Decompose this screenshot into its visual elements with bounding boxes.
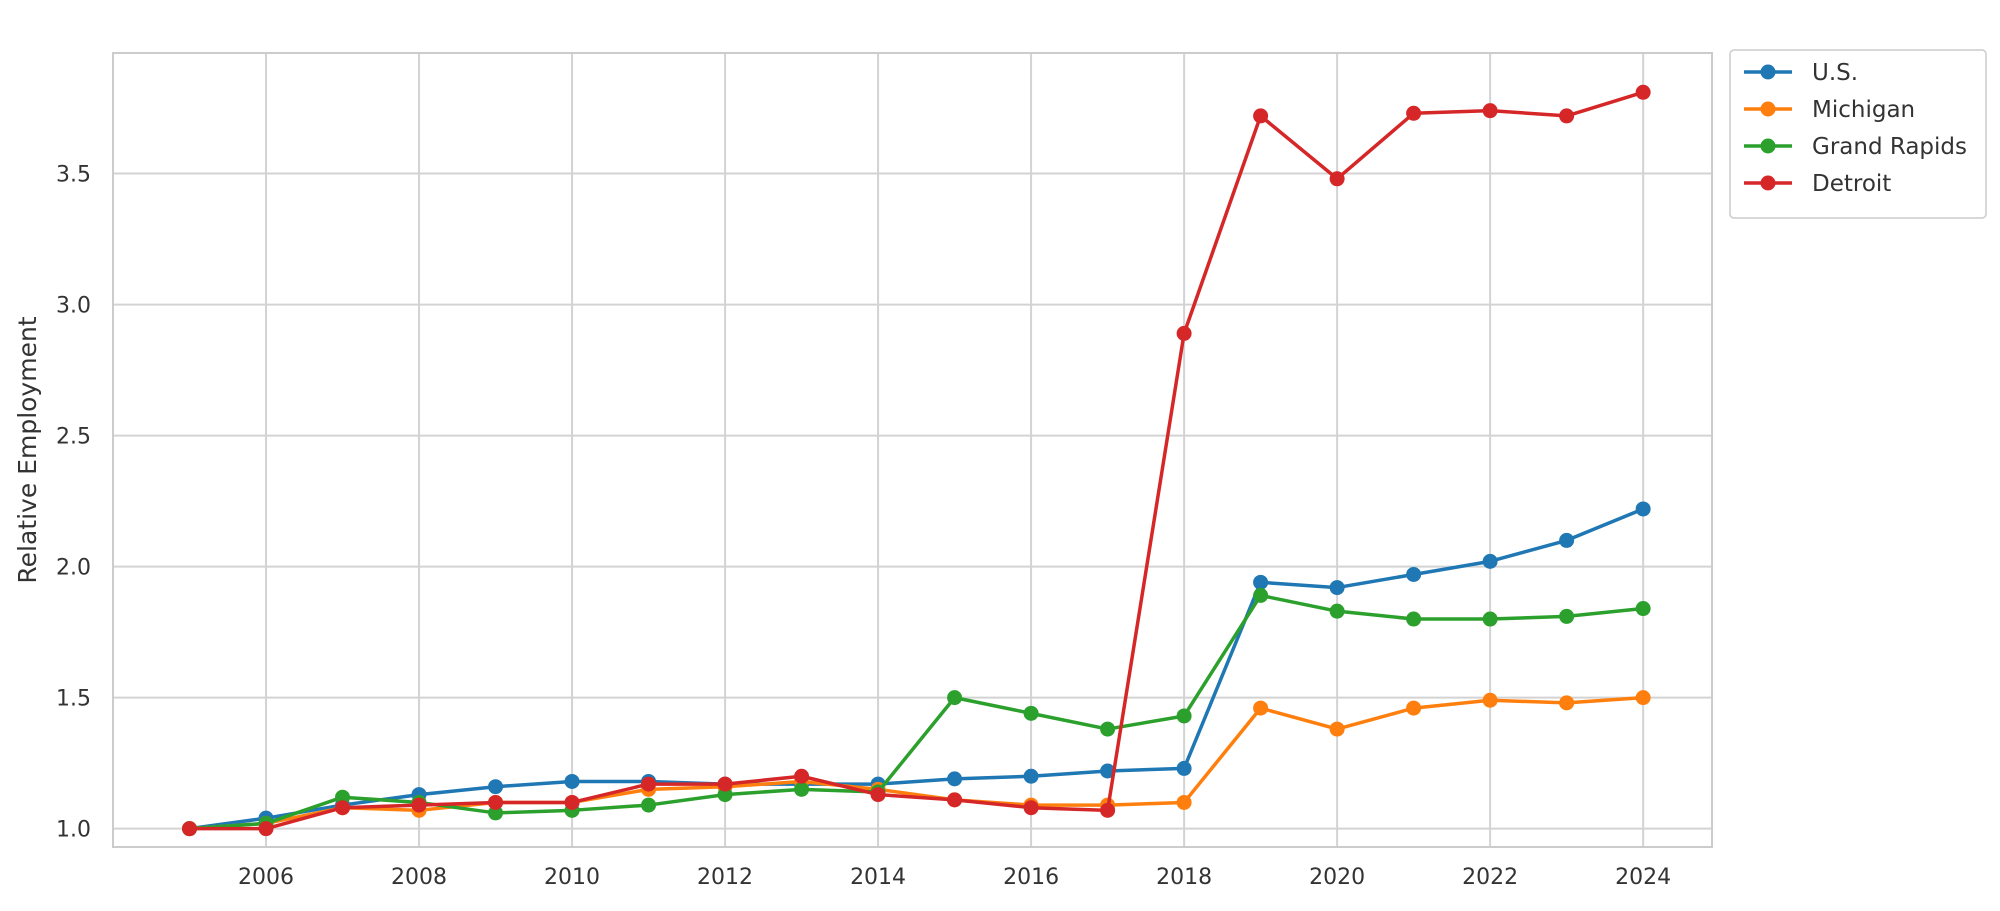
legend-marker — [1760, 138, 1776, 154]
y-tick-label: 3.0 — [56, 294, 91, 319]
legend: U.S. Michigan Grand Rapids Detroit — [1729, 49, 1987, 219]
data-point — [1329, 603, 1345, 619]
data-point — [1329, 171, 1345, 187]
legend-label: Detroit — [1812, 171, 1891, 197]
x-tick-label: 2012 — [697, 865, 753, 890]
data-point — [717, 787, 733, 803]
series-detroit — [182, 84, 1651, 837]
y-tick-label: 3.5 — [56, 163, 91, 188]
data-point — [335, 800, 351, 816]
data-point — [1559, 532, 1575, 548]
data-point — [1100, 763, 1116, 779]
data-point — [1482, 692, 1498, 708]
data-point — [411, 797, 427, 813]
data-point — [794, 768, 810, 784]
y-tick-label: 1.5 — [56, 687, 91, 712]
legend-label: Grand Rapids — [1812, 134, 1967, 160]
legend-item: Michigan — [1744, 97, 1915, 123]
grid-layer — [113, 53, 1712, 847]
data-point — [1253, 108, 1269, 124]
data-point — [1406, 700, 1422, 716]
data-point — [1635, 84, 1651, 100]
y-axis-ticks: 1.0 1.5 2.0 2.5 3.0 3.5 — [56, 163, 91, 843]
legend-label: U.S. — [1812, 60, 1858, 86]
data-point — [1406, 105, 1422, 121]
data-point — [947, 771, 963, 787]
series-layer — [182, 84, 1651, 837]
x-tick-label: 2024 — [1615, 865, 1671, 890]
series-michigan — [182, 690, 1651, 837]
y-tick-label: 1.0 — [56, 818, 91, 843]
legend-item: U.S. — [1744, 60, 1858, 86]
data-point — [1253, 574, 1269, 590]
data-point — [335, 789, 351, 805]
data-point — [641, 776, 657, 792]
legend-box — [1729, 49, 1987, 219]
data-point — [1176, 708, 1192, 724]
y-tick-label: 2.0 — [56, 556, 91, 581]
plot-frame — [112, 52, 1713, 848]
data-point — [1329, 580, 1345, 596]
series-line — [189, 695, 1644, 831]
x-tick-label: 2006 — [238, 865, 294, 890]
data-point — [182, 821, 198, 837]
y-axis-label: Relative Employment — [13, 316, 42, 583]
legend-item: Grand Rapids — [1744, 134, 1967, 160]
legend-item: Detroit — [1744, 171, 1891, 197]
data-point — [947, 690, 963, 706]
data-point — [947, 792, 963, 808]
x-axis-ticks: 2006 2008 2010 2012 2014 2016 2018 2020 2022 2024 — [238, 865, 1671, 890]
data-point — [1023, 705, 1039, 721]
legend-label: Michigan — [1812, 97, 1915, 123]
y-tick-label: 2.5 — [56, 425, 91, 450]
data-point — [1482, 103, 1498, 119]
x-tick-label: 2018 — [1156, 865, 1212, 890]
data-point — [1100, 721, 1116, 737]
data-point — [488, 779, 504, 795]
data-point — [1253, 700, 1269, 716]
data-point — [1406, 611, 1422, 627]
data-point — [870, 787, 886, 803]
series-line — [189, 90, 1644, 831]
data-point — [564, 794, 580, 810]
data-point — [641, 797, 657, 813]
data-point — [1559, 608, 1575, 624]
data-point — [1635, 501, 1651, 517]
x-tick-label: 2020 — [1309, 865, 1365, 890]
data-point — [1253, 587, 1269, 603]
series-line — [189, 507, 1644, 831]
series-u-s — [182, 501, 1651, 837]
x-tick-label: 2022 — [1462, 865, 1518, 890]
data-point — [1482, 553, 1498, 569]
legend-marker — [1760, 175, 1776, 191]
data-point — [1176, 794, 1192, 810]
data-point — [1559, 695, 1575, 711]
legend-marker — [1760, 101, 1776, 117]
data-point — [1176, 760, 1192, 776]
legend-marker — [1760, 64, 1776, 80]
data-point — [1023, 800, 1039, 816]
data-point — [1023, 768, 1039, 784]
data-point — [717, 776, 733, 792]
x-tick-label: 2016 — [1003, 865, 1059, 890]
x-tick-label: 2010 — [544, 865, 600, 890]
x-tick-label: 2014 — [850, 865, 906, 890]
data-point — [1176, 325, 1192, 341]
data-point — [794, 781, 810, 797]
data-point — [488, 794, 504, 810]
data-point — [1406, 566, 1422, 582]
data-point — [1635, 601, 1651, 617]
data-point — [1635, 690, 1651, 706]
data-point — [488, 805, 504, 821]
data-point — [258, 821, 274, 837]
data-point — [1559, 108, 1575, 124]
data-point — [1329, 721, 1345, 737]
x-tick-label: 2008 — [391, 865, 447, 890]
data-point — [1100, 802, 1116, 818]
data-point — [564, 773, 580, 789]
data-point — [1482, 611, 1498, 627]
